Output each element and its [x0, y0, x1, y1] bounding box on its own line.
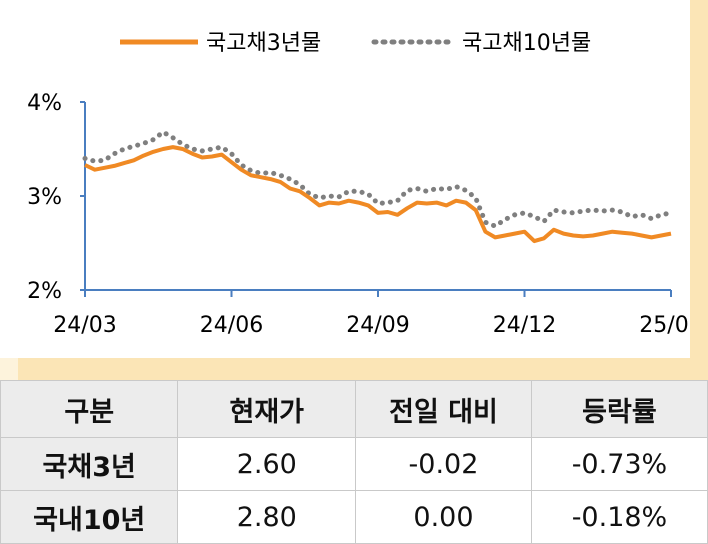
- change-value: -0.02: [355, 437, 532, 491]
- chart-panel: 국고채3년물 국고채10년물 2% 3% 4% 24/03 24/06 24/09 24/…: [0, 0, 708, 358]
- series-line-10y: [82, 129, 674, 229]
- legend-label-10y: 국고채10년물: [462, 31, 591, 56]
- row-label: 국채3년: [0, 437, 179, 491]
- series-line-3y: [84, 145, 672, 244]
- table-header-row: 구분 현재가 전일 대비 등락률: [0, 380, 708, 438]
- series-layer: [82, 129, 674, 244]
- yield-table: 구분 현재가 전일 대비 등락률 국채3년 2.60 -0.02 -0.73% …: [0, 380, 708, 544]
- legend-label-3y: 국고채3년물: [206, 31, 321, 56]
- x-tick-label: 24/03: [53, 313, 116, 338]
- x-tick-label: 24/06: [200, 313, 263, 338]
- header-change: 전일 대비: [355, 380, 532, 438]
- legend: 국고채3년물 국고채10년물: [120, 31, 591, 56]
- row-label: 국내10년: [0, 490, 179, 544]
- header-category: 구분: [0, 380, 179, 438]
- y-tick-label: 2%: [27, 279, 62, 304]
- rate-value: -0.18%: [530, 490, 708, 544]
- header-current: 현재가: [177, 380, 357, 438]
- current-value: 2.60: [177, 437, 357, 491]
- table-row: 국채3년 2.60 -0.02 -0.73%: [0, 437, 708, 491]
- current-value: 2.80: [177, 490, 357, 544]
- divider-band-left: [0, 358, 18, 380]
- x-ticks: 24/03 24/06 24/09 24/12 25/03: [53, 290, 703, 338]
- y-tick-label: 3%: [27, 185, 62, 210]
- header-rate: 등락률: [530, 380, 708, 438]
- x-tick-label: 24/09: [346, 313, 409, 338]
- change-value: 0.00: [355, 490, 532, 544]
- divider-band: [0, 358, 708, 380]
- y-ticks: 2% 3% 4%: [27, 91, 85, 304]
- yield-line-chart: 국고채3년물 국고채10년물 2%3%4% 24/03 24/06 24/09 24/…: [27, 31, 703, 338]
- x-tick-label: 24/12: [493, 313, 556, 338]
- table-row: 국내10년 2.80 0.00 -0.18%: [0, 490, 708, 544]
- y-tick-label: 4%: [27, 91, 62, 116]
- rate-value: -0.73%: [530, 437, 708, 491]
- x-tick-label: 25/03: [639, 313, 690, 338]
- side-strip: [690, 0, 708, 358]
